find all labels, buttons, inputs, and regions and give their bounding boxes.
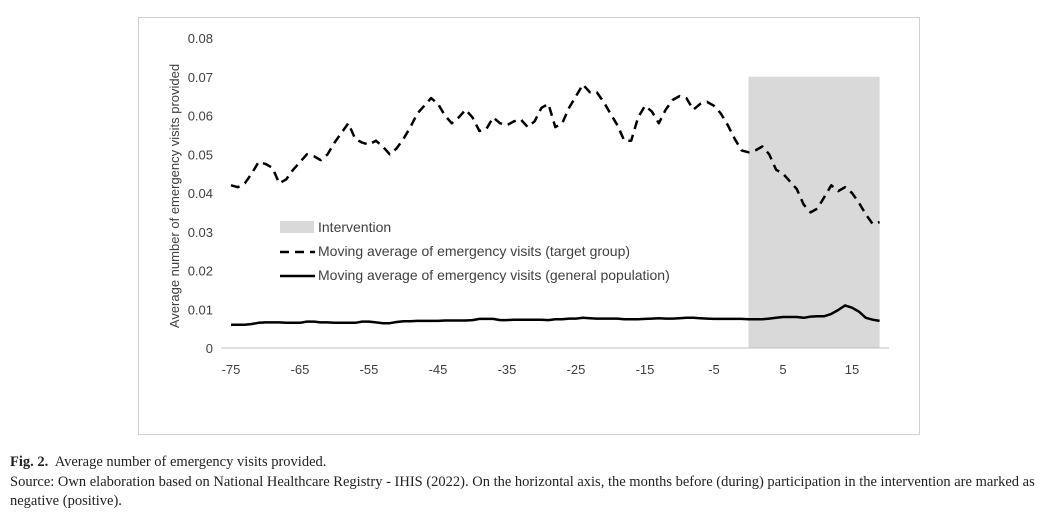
figure-source: Source: Own elaboration based on Nationa… xyxy=(10,473,1035,510)
series-line-target-group xyxy=(230,83,880,226)
y-tick-label: 0.07 xyxy=(188,70,213,85)
x-tick-label: -75 xyxy=(222,362,241,377)
x-tick-label: -25 xyxy=(567,362,586,377)
x-tick-label: -65 xyxy=(291,362,310,377)
y-tick-label: 0.01 xyxy=(188,302,213,317)
y-axis-ticks: 0 0.01 0.02 0.03 0.04 0.05 0.06 0.07 0.08 xyxy=(188,31,213,356)
intervention-region xyxy=(748,76,880,348)
x-tick-label: 15 xyxy=(845,362,859,377)
figure-caption: Fig. 2. Average number of emergency visi… xyxy=(10,453,1060,512)
x-tick-label: -15 xyxy=(636,362,655,377)
series-line-general-population xyxy=(231,304,880,327)
x-axis-ticks: -75 -65 -55 -45 -35 -25 -15 -5 5 15 xyxy=(222,362,860,377)
y-tick-label: 0 xyxy=(206,341,213,356)
legend: Intervention Moving average of emergency… xyxy=(280,219,670,283)
legend-label-intervention: Intervention xyxy=(318,219,391,235)
x-tick-label: -45 xyxy=(429,362,448,377)
legend-label-general-population: Moving average of emergency visits (gene… xyxy=(318,267,670,283)
x-tick-label: 5 xyxy=(779,362,786,377)
x-tick-label: -35 xyxy=(498,362,517,377)
y-tick-label: 0.04 xyxy=(188,186,213,201)
y-tick-label: 0.03 xyxy=(188,225,213,240)
series-layer xyxy=(230,83,880,327)
legend-label-target-group: Moving average of emergency visits (targ… xyxy=(318,243,630,259)
y-tick-label: 0.06 xyxy=(188,109,213,124)
y-tick-label: 0.02 xyxy=(188,264,213,279)
x-tick-label: -55 xyxy=(360,362,379,377)
intervention-shading xyxy=(748,76,880,348)
y-axis-label: Average number of emergency visits provi… xyxy=(167,64,182,328)
x-tick-label: -5 xyxy=(708,362,720,377)
legend-swatch-intervention xyxy=(280,221,314,233)
y-tick-label: 0.08 xyxy=(188,31,213,46)
figure-title: Average number of emergency visits provi… xyxy=(54,454,327,470)
y-tick-label: 0.05 xyxy=(188,147,213,162)
figure-label: Fig. 2. xyxy=(10,454,49,470)
